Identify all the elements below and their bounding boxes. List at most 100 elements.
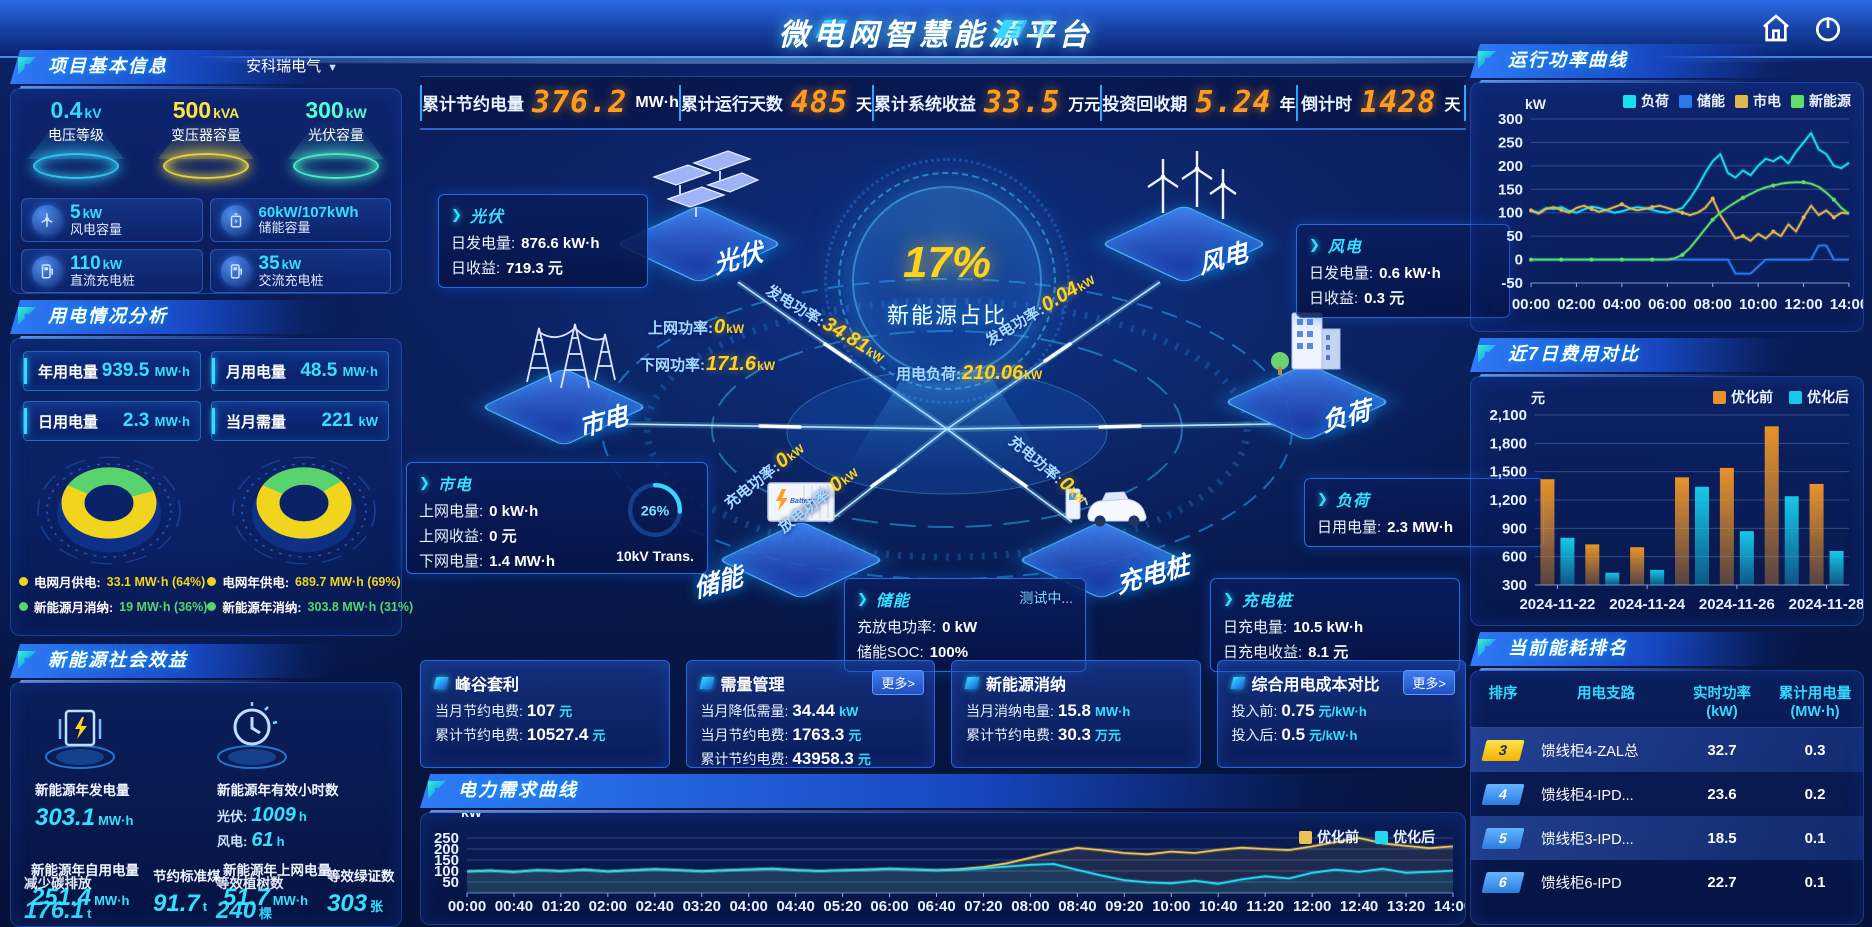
legend-item[interactable]: 优化后: [1375, 827, 1435, 847]
hours-pedestal-icon: [207, 695, 297, 773]
legend-label: 电网月供电:: [34, 576, 101, 590]
home-button[interactable]: [1758, 11, 1794, 47]
legend-item[interactable]: 储能: [1679, 91, 1725, 111]
panel-power-curve: 运行功率曲线 负荷 储能 市电 新能源 kW 300 250 200 150 100 50 0 -50…: [1470, 44, 1868, 334]
svg-text:10:40: 10:40: [1199, 898, 1237, 915]
kpi-label: 累计系统收益: [874, 95, 977, 114]
usage-value: 939.5 MW·h: [101, 360, 190, 381]
legend-item[interactable]: 市电: [1735, 91, 1781, 111]
kpi-unit: 天: [1444, 96, 1461, 114]
svg-text:00:00: 00:00: [448, 898, 486, 915]
kpi-stat-2: 累计系统收益 33.5 万元: [872, 84, 1101, 121]
legend-item[interactable]: 优化前: [1299, 827, 1359, 847]
metric-label: 当月消纳电量:: [966, 703, 1054, 719]
node-load[interactable]: 负荷: [1213, 309, 1403, 459]
kpi-unit: 万元: [1068, 96, 1101, 114]
svg-text:kW: kW: [461, 813, 483, 820]
ev-charger-icon: [1065, 488, 1147, 527]
legend-value: 19 MW·h (36%): [119, 599, 208, 614]
metric-value: 107: [526, 701, 556, 720]
chevron-down-icon: ▼: [327, 62, 338, 74]
node-wind[interactable]: 风电: [1090, 151, 1280, 301]
rank-row-6[interactable]: 6 馈线柜6-IPD 22.7 0.1: [1471, 860, 1863, 904]
total-energy: 0.1: [1804, 829, 1826, 847]
node-storage[interactable]: Battery 储能: [692, 467, 897, 617]
card-metric-row: 累计节约电费: 43958.3 元: [701, 749, 921, 769]
rank-row-4[interactable]: 4 馈线柜4-IPD... 23.6 0.2: [1471, 772, 1863, 816]
svg-text:12:00: 12:00: [1784, 296, 1822, 313]
dc-charger-icon: [32, 256, 62, 286]
svg-text:2024-11-28: 2024-11-28: [1789, 596, 1863, 613]
usage-value: 2.3 MW·h: [122, 410, 190, 431]
svg-text:09:20: 09:20: [1105, 898, 1143, 915]
svg-text:07:20: 07:20: [964, 898, 1002, 915]
legend-swatch: [1299, 830, 1312, 844]
svg-text:10:00: 10:00: [1152, 898, 1190, 915]
svg-text:04:00: 04:00: [1603, 296, 1641, 313]
panel-cost-compare: 近7日费用对比 优化前 优化后 元 2,100 1,800 1,500 1,200 900 6…: [1470, 338, 1865, 628]
branch-name: 馈线柜6-IPD: [1541, 875, 1622, 892]
rank-row-5[interactable]: 5 馈线柜3-IPD... 18.5 0.1: [1471, 816, 1863, 861]
card-metric-row: 投入后: 0.5 元/kW·h: [1232, 725, 1452, 745]
self-use-and-carbon: 新能源年自用电量 251.4 MW·h 减少碳排放 176.1 t: [24, 863, 139, 924]
company-name: 安科瑞电气: [246, 58, 322, 75]
card-metric-row: 当月节约电费: 107 元: [435, 701, 655, 721]
node-grid[interactable]: 市电: [470, 314, 660, 464]
usage-label: 月用电量: [226, 363, 287, 381]
ranking-column-header: 实时功率 (kW): [1693, 686, 1751, 721]
coal-saved: 节约标准煤 91.7 t: [153, 869, 221, 917]
card-title: 峰谷套利: [433, 671, 655, 695]
more-button[interactable]: 更多>: [1403, 670, 1455, 695]
legend-swatch: [1791, 94, 1804, 108]
more-button[interactable]: 更多>: [872, 670, 924, 695]
svg-text:00:00: 00:00: [1512, 296, 1550, 313]
legend-swatch: [1789, 390, 1802, 404]
node-charger[interactable]: 充电桩: [1007, 467, 1197, 617]
metric-unit: 元: [857, 752, 871, 767]
rank-row-3[interactable]: 3 馈线柜4-ZAL总 32.7 0.3: [1471, 728, 1863, 773]
power-legend: 负荷 储能 市电 新能源: [1623, 91, 1851, 111]
svg-text:200: 200: [1498, 158, 1523, 175]
svg-text:0: 0: [1515, 252, 1523, 269]
metric-value: 10527.4: [526, 725, 589, 744]
metric-unit: 元: [592, 728, 606, 743]
chevron-right-icon: ❯: [1309, 237, 1320, 252]
svg-text:100: 100: [434, 863, 459, 880]
transformer-load-gauge: 26% 10kV Trans.: [613, 479, 697, 564]
node-pv[interactable]: 光伏: [605, 150, 795, 301]
legend-item[interactable]: 优化前: [1713, 387, 1773, 407]
pedestal-value: 500 kVA: [172, 97, 240, 123]
metric-label: 累计节约电费:: [435, 727, 523, 743]
pedestal-2: 300 kW 光伏容量: [277, 97, 395, 189]
rank-badge: 3: [1481, 739, 1525, 761]
panel-green-benefits: 新能源社会效益 新能源年发电量 303.1 MW·h 新能源年有效小时数 光伏: 1…: [10, 644, 402, 927]
glow-ring: [293, 153, 379, 179]
svg-text:150: 150: [434, 852, 459, 869]
card-corner-icon: [1230, 677, 1245, 689]
generation-pedestal-icon: [35, 695, 125, 773]
legend-item[interactable]: 新能源: [1791, 91, 1851, 111]
cost-chart: 元2,100 1,800 1,500 1,200 900 600 300 2024-11-22…: [1489, 390, 1864, 613]
flow-load-demand: 用电负荷:210.06kW: [896, 362, 1043, 384]
capacity-value: 60kW/107kWh: [258, 203, 359, 221]
panel-usage-analysis: 用电情况分析 年用电量 939.5 MW·h 月用电量 48.5 MW·h 日用电量 2.…: [10, 300, 413, 638]
card-metric-row: 当月消纳电量: 15.8 MW·h: [966, 701, 1186, 721]
card-metric-row: 累计节约电费: 10527.4 元: [435, 725, 655, 745]
svg-text:1,500: 1,500: [1489, 464, 1527, 481]
card-title-text: 需量管理: [720, 677, 785, 694]
legend-swatch: [1623, 94, 1636, 108]
legend-item[interactable]: 负荷: [1623, 91, 1669, 111]
company-selector[interactable]: 安科瑞电气 ▼: [246, 50, 338, 85]
svg-text:12:00: 12:00: [1293, 898, 1331, 915]
pedestal-value: 0.4 kV: [50, 97, 102, 123]
capacity-value: 110 kW: [70, 252, 123, 274]
ranking-column-header: 累计用电量 (MW·h): [1778, 686, 1852, 721]
power-button[interactable]: [1810, 11, 1846, 47]
kpi-unit: 天: [856, 96, 873, 114]
realtime-power: 32.7: [1707, 741, 1737, 759]
svg-text:14:00: 14:00: [1830, 296, 1863, 313]
legend-item[interactable]: 优化后: [1789, 387, 1849, 407]
metric-value: 43958.3: [792, 749, 854, 768]
